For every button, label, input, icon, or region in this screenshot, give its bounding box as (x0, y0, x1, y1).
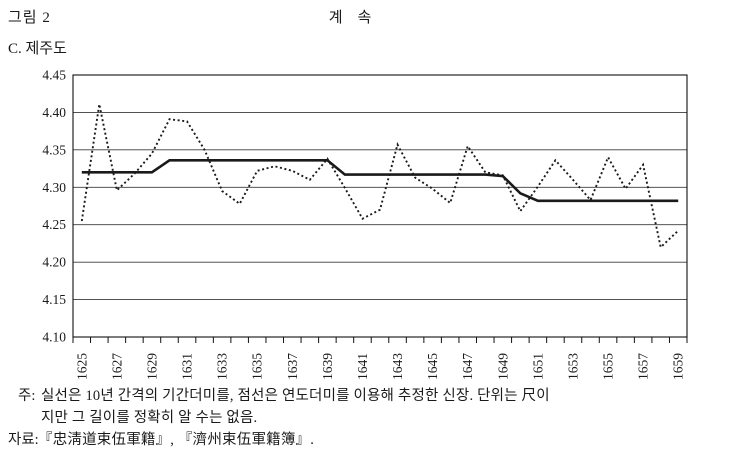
x-tick-label: 1649 (495, 353, 510, 380)
note-text-line-1: 실선은 10년 간격의 기간더미를, 점선은 연도더미를 이용해 추정한 신장.… (41, 388, 550, 404)
figure-label: 그림 2 (8, 10, 51, 26)
y-tick-label: 4.35 (42, 142, 66, 157)
x-tick-label: 1659 (671, 353, 686, 380)
source-label: 자료: (8, 432, 39, 448)
x-tick-label: 1657 (636, 353, 651, 380)
x-tick-label: 1643 (390, 353, 405, 380)
line-chart: 4.10 4.15 4.20 4.25 4.30 4.35 4.40 4.45 1625 1627… (42, 68, 688, 380)
panel-label: C. 제주도 (8, 41, 67, 57)
y-tick-label: 4.25 (42, 217, 66, 232)
x-tick-label: 1651 (530, 353, 545, 380)
y-tick-label: 4.15 (42, 292, 66, 307)
x-tick-label: 1625 (74, 353, 89, 380)
y-tick-label: 4.20 (42, 255, 66, 270)
y-tick-label: 4.10 (42, 330, 66, 345)
note-text-line-2: 지만 그 길이를 정확히 알 수는 없음. (41, 410, 258, 426)
x-tick-label: 1627 (109, 353, 124, 380)
x-tick-label: 1633 (215, 353, 230, 380)
note-label: 주: (18, 388, 36, 404)
x-tick-label: 1647 (460, 353, 475, 380)
x-tick-label: 1635 (250, 353, 265, 380)
series-solid-line (81, 159, 679, 203)
source-text: 『忠淸道束伍軍籍』, 『濟州束伍軍籍簿』. (38, 432, 315, 448)
x-tick-label: 1637 (285, 353, 300, 380)
y-tick-label: 4.45 (42, 68, 66, 83)
x-tick-label: 1641 (355, 353, 370, 380)
series-dotted-line (80, 104, 679, 250)
x-tick-label: 1629 (144, 353, 159, 380)
x-tick-label: 1653 (565, 353, 580, 380)
continued-label: 계 속 (328, 10, 372, 26)
plot-border (72, 74, 688, 338)
x-tick-label: 1655 (601, 353, 616, 380)
x-tick-label: 1631 (180, 353, 195, 380)
y-tick-label: 4.40 (42, 105, 66, 120)
x-tick-label: 1639 (320, 353, 335, 380)
x-tick-label: 1645 (425, 353, 440, 380)
y-tick-label: 4.30 (42, 180, 66, 195)
